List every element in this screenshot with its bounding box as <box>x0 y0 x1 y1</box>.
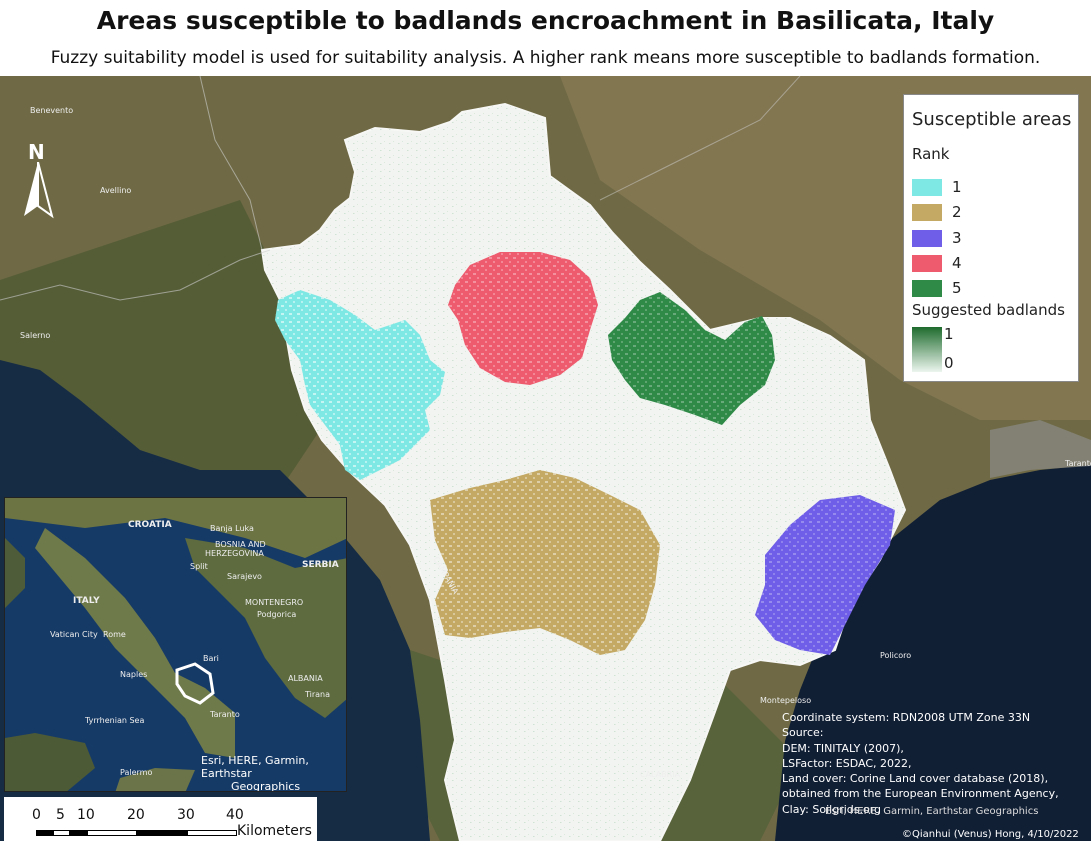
legend-gradient-ramp <box>912 327 942 372</box>
place-label-salerno: Salerno <box>20 331 51 340</box>
inset-label-tirana: Tirana <box>305 690 331 699</box>
legend-swatch-rank-4 <box>912 255 942 272</box>
inset-label-taranto: Taranto <box>210 710 240 719</box>
legend-swatch-rank-3 <box>912 230 942 247</box>
inset-label-italy: ITALY <box>73 596 100 606</box>
inset-label-banja-luka: Banja Luka <box>210 524 254 533</box>
scale-unit: Kilometers <box>237 823 312 839</box>
legend-suggested-heading: Suggested badlands <box>912 301 1065 319</box>
inset-label-herzegovina: HERZEGOVINA <box>205 549 264 558</box>
place-label-calabria: CALABRIA <box>640 770 681 779</box>
legend-gradient-low: 0 <box>944 354 954 372</box>
metadata-line-6: obtained from the European Environment A… <box>782 787 1059 801</box>
legend-gradient-high: 1 <box>944 325 954 343</box>
scale-segment-1 <box>36 830 53 836</box>
north-arrow: N <box>20 140 60 220</box>
place-label-policoro: Policoro <box>880 651 912 660</box>
place-label-montepeloso: Montepeloso <box>760 696 812 705</box>
map-header: Areas susceptible to badlands encroachme… <box>0 0 1091 76</box>
inset-label-serbia: SERBIA <box>302 560 339 570</box>
scale-segment-6 <box>187 830 237 836</box>
inset-attribution: Esri, HERE, Garmin, Earthstar Geographic… <box>201 754 346 792</box>
legend-title: Susceptible areas <box>912 109 1072 130</box>
inset-label-naples: Naples <box>120 670 148 679</box>
map-subtitle: Fuzzy suitability model is used for suit… <box>50 48 1041 68</box>
inset-label-montenegro: MONTENEGRO <box>245 598 304 607</box>
author-credit: ©Qianhui (Venus) Hong, 4/10/2022 <box>902 829 1079 840</box>
place-label-benevento: Benevento <box>30 106 74 115</box>
scale-tick-0: 0 <box>32 807 41 823</box>
inset-label-rome: Rome <box>103 630 126 639</box>
scale-tick-10: 10 <box>77 807 95 823</box>
inset-label-podgorica: Podgorica <box>257 610 297 619</box>
scale-tick-40: 40 <box>226 807 244 823</box>
inset-attribution-line-2: Geographics <box>231 780 301 792</box>
scale-tick-30: 30 <box>177 807 195 823</box>
scale-segment-5 <box>137 830 187 836</box>
legend-label-rank-1: 1 <box>952 178 962 196</box>
inset-label-bari: Bari <box>203 654 219 663</box>
metadata-line-7: Clay: Soilgrids.org <box>782 802 882 816</box>
inset-label-split: Split <box>190 562 208 571</box>
place-label-avellino: Avellino <box>100 186 132 195</box>
inset-label-croatia: CROATIA <box>128 520 172 530</box>
legend-rank-heading: Rank <box>912 145 950 163</box>
north-arrow-icon <box>24 162 54 219</box>
map-metadata: Coordinate system: RDN2008 UTM Zone 33N … <box>782 710 1087 817</box>
metadata-line-1: Coordinate system: RDN2008 UTM Zone 33N <box>782 711 1031 724</box>
scale-bar: 0 5 10 20 30 40 Kilometers <box>4 797 317 841</box>
legend-label-rank-3: 3 <box>952 229 962 247</box>
legend-label-rank-2: 2 <box>952 203 962 221</box>
inset-label-palermo: Palermo <box>120 768 153 777</box>
metadata-line-5: Land cover: Corine Land cover database (… <box>782 772 1049 786</box>
basemap-attribution: Esri, HERE, Garmin, Earthstar Geographic… <box>825 806 1039 817</box>
inset-attribution-line-1: Esri, HERE, Garmin, Earthstar <box>201 754 309 780</box>
inset-label-bosnia: BOSNIA AND <box>215 540 266 549</box>
metadata-line-4: LSFactor: ESDAC, 2022, <box>782 756 912 770</box>
scale-segment-4 <box>87 830 137 836</box>
scale-segment-3 <box>70 830 87 836</box>
legend-swatch-rank-2 <box>912 204 942 221</box>
scale-tick-20: 20 <box>127 807 145 823</box>
north-label: N <box>28 140 45 164</box>
scale-tick-5: 5 <box>56 807 65 823</box>
metadata-line-3: DEM: TINITALY (2007), <box>782 741 904 755</box>
inset-label-vatican-city: Vatican City <box>50 630 98 639</box>
inset-basemap <box>5 498 346 791</box>
scale-segment-2 <box>53 830 70 836</box>
legend-label-rank-4: 4 <box>952 254 962 272</box>
inset-locator-map: CROATIA BOSNIA AND HERZEGOVINA SERBIA MO… <box>4 497 347 792</box>
metadata-line-2: Source: <box>782 726 824 740</box>
inset-label-albania: ALBANIA <box>288 674 323 683</box>
legend: Susceptible areas Rank 1 2 3 4 5 Suggest… <box>903 94 1079 382</box>
inset-label-tyrrhenian-sea: Tyrrhenian Sea <box>85 716 145 725</box>
map-title: Areas susceptible to badlands encroachme… <box>96 6 995 35</box>
legend-swatch-rank-5 <box>912 280 942 297</box>
legend-swatch-rank-1 <box>912 179 942 196</box>
place-label-taranto: Taranto <box>1065 459 1091 468</box>
inset-label-sarajevo: Sarajevo <box>227 572 262 581</box>
legend-label-rank-5: 5 <box>952 279 962 297</box>
